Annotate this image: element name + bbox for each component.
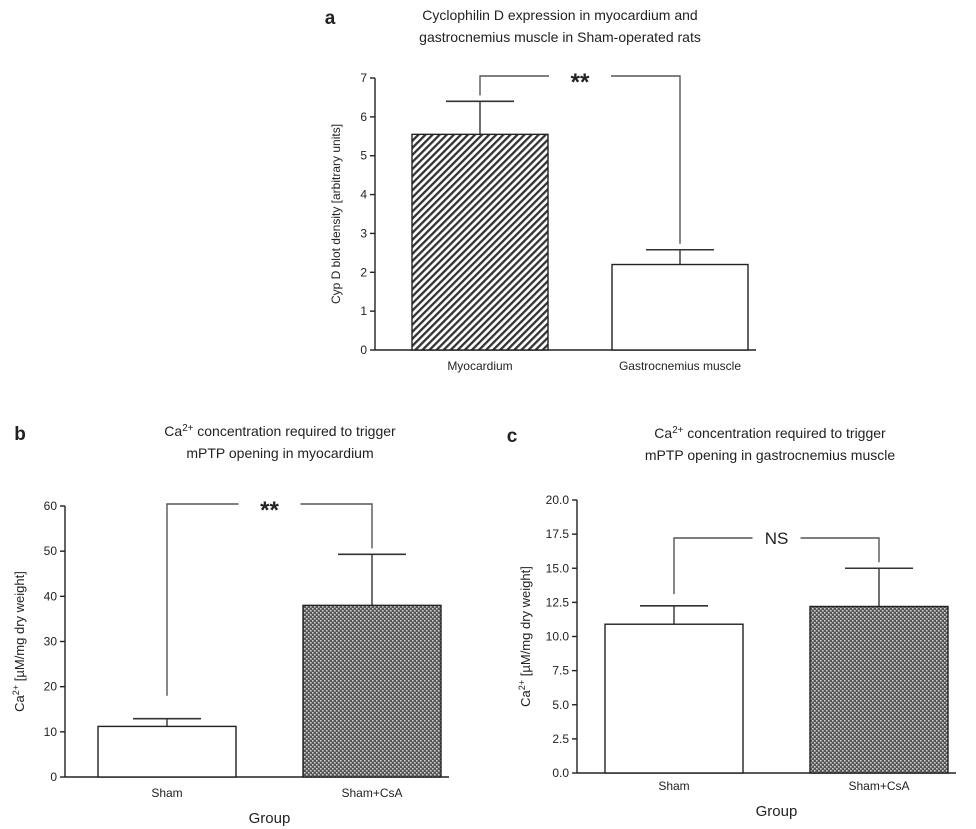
y-tick-label: 20.0: [546, 493, 570, 507]
y-axis-label: Ca2+ [µM/mg dry weight]: [517, 566, 533, 707]
y-tick-label: 60: [44, 499, 58, 513]
y-tick-label: 1: [360, 304, 367, 318]
y-axis-label: Ca2+ [µM/mg dry weight]: [11, 571, 27, 712]
y-tick-label: 2: [360, 265, 367, 279]
y-tick-label: 12.5: [546, 595, 570, 609]
x-category-label: Sham+CsA: [341, 786, 402, 800]
significance-bracket: [479, 75, 681, 244]
y-tick-label: 20: [44, 680, 58, 694]
panel-letter: c: [507, 426, 518, 447]
y-tick-label: 40: [44, 589, 58, 603]
x-category-label: Gastrocnemius muscle: [619, 359, 741, 373]
y-tick-label: 0: [50, 770, 57, 784]
chart-panel-b: b Ca2+ concentration required to trigger m…: [11, 423, 449, 827]
chart-title-line: mPTP opening in myocardium: [186, 445, 373, 461]
chart-title-line: Cyclophilin D expression in myocardium a…: [422, 7, 697, 23]
bar: [611, 263, 749, 351]
significance-label: **: [571, 69, 590, 96]
y-tick-label: 5.0: [552, 698, 569, 712]
y-tick-label: 4: [360, 188, 367, 202]
chart-title-line: Ca2+ concentration required to trigger: [164, 423, 396, 440]
bar: [809, 605, 949, 774]
y-tick-label: 17.5: [546, 527, 570, 541]
x-category-label: Myocardium: [447, 359, 512, 373]
chart-title-line: mPTP opening in gastrocnemius muscle: [645, 447, 896, 463]
x-category-label: Sham: [658, 779, 689, 793]
bar: [411, 133, 549, 351]
significance-label: **: [260, 497, 279, 524]
x-category-label: Sham+CsA: [848, 779, 909, 793]
y-tick-label: 30: [44, 635, 58, 649]
chart-panel-a: a Cyclophilin D expression in myocardium …: [325, 7, 756, 373]
bar: [302, 604, 442, 778]
y-tick-label: 0.0: [552, 766, 569, 780]
y-tick-label: 7: [360, 71, 367, 85]
y-axis-label: Cyp D blot density [arbitrary units]: [329, 124, 343, 304]
panel-letter: b: [14, 424, 26, 445]
y-tick-label: 10.0: [546, 630, 570, 644]
x-axis-label: Group: [756, 803, 798, 820]
significance-bracket: [673, 537, 880, 595]
y-tick-label: 0: [360, 343, 367, 357]
x-axis-label: Group: [249, 810, 291, 827]
y-tick-label: 2.5: [552, 732, 569, 746]
y-tick-label: 6: [360, 110, 367, 124]
chart-panel-c: c Ca2+ concentration required to trigger m…: [507, 425, 956, 820]
y-tick-label: 50: [44, 544, 58, 558]
significance-label: NS: [765, 529, 789, 548]
chart-title-line: Ca2+ concentration required to trigger: [654, 425, 886, 442]
chart-title-line: gastrocnemius muscle in Sham-operated ra…: [419, 29, 701, 45]
bar: [97, 725, 237, 778]
y-tick-label: 3: [360, 226, 367, 240]
y-tick-label: 10: [44, 725, 58, 739]
y-tick-label: 15.0: [546, 561, 570, 575]
panel-letter: a: [325, 8, 336, 29]
bar: [604, 623, 744, 774]
y-tick-label: 5: [360, 149, 367, 163]
significance-bracket: [166, 503, 373, 696]
y-tick-label: 7.5: [552, 664, 569, 678]
x-category-label: Sham: [151, 786, 182, 800]
